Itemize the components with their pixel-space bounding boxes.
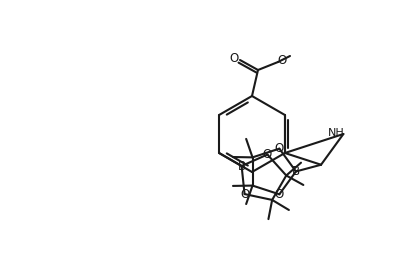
Text: O: O (274, 188, 283, 201)
Text: B: B (291, 165, 299, 178)
Text: O: O (240, 188, 249, 201)
Text: O: O (274, 142, 283, 155)
Text: B: B (237, 159, 245, 173)
Text: NH: NH (327, 128, 344, 138)
Text: O: O (277, 53, 286, 67)
Text: O: O (262, 148, 271, 161)
Text: O: O (229, 52, 238, 64)
